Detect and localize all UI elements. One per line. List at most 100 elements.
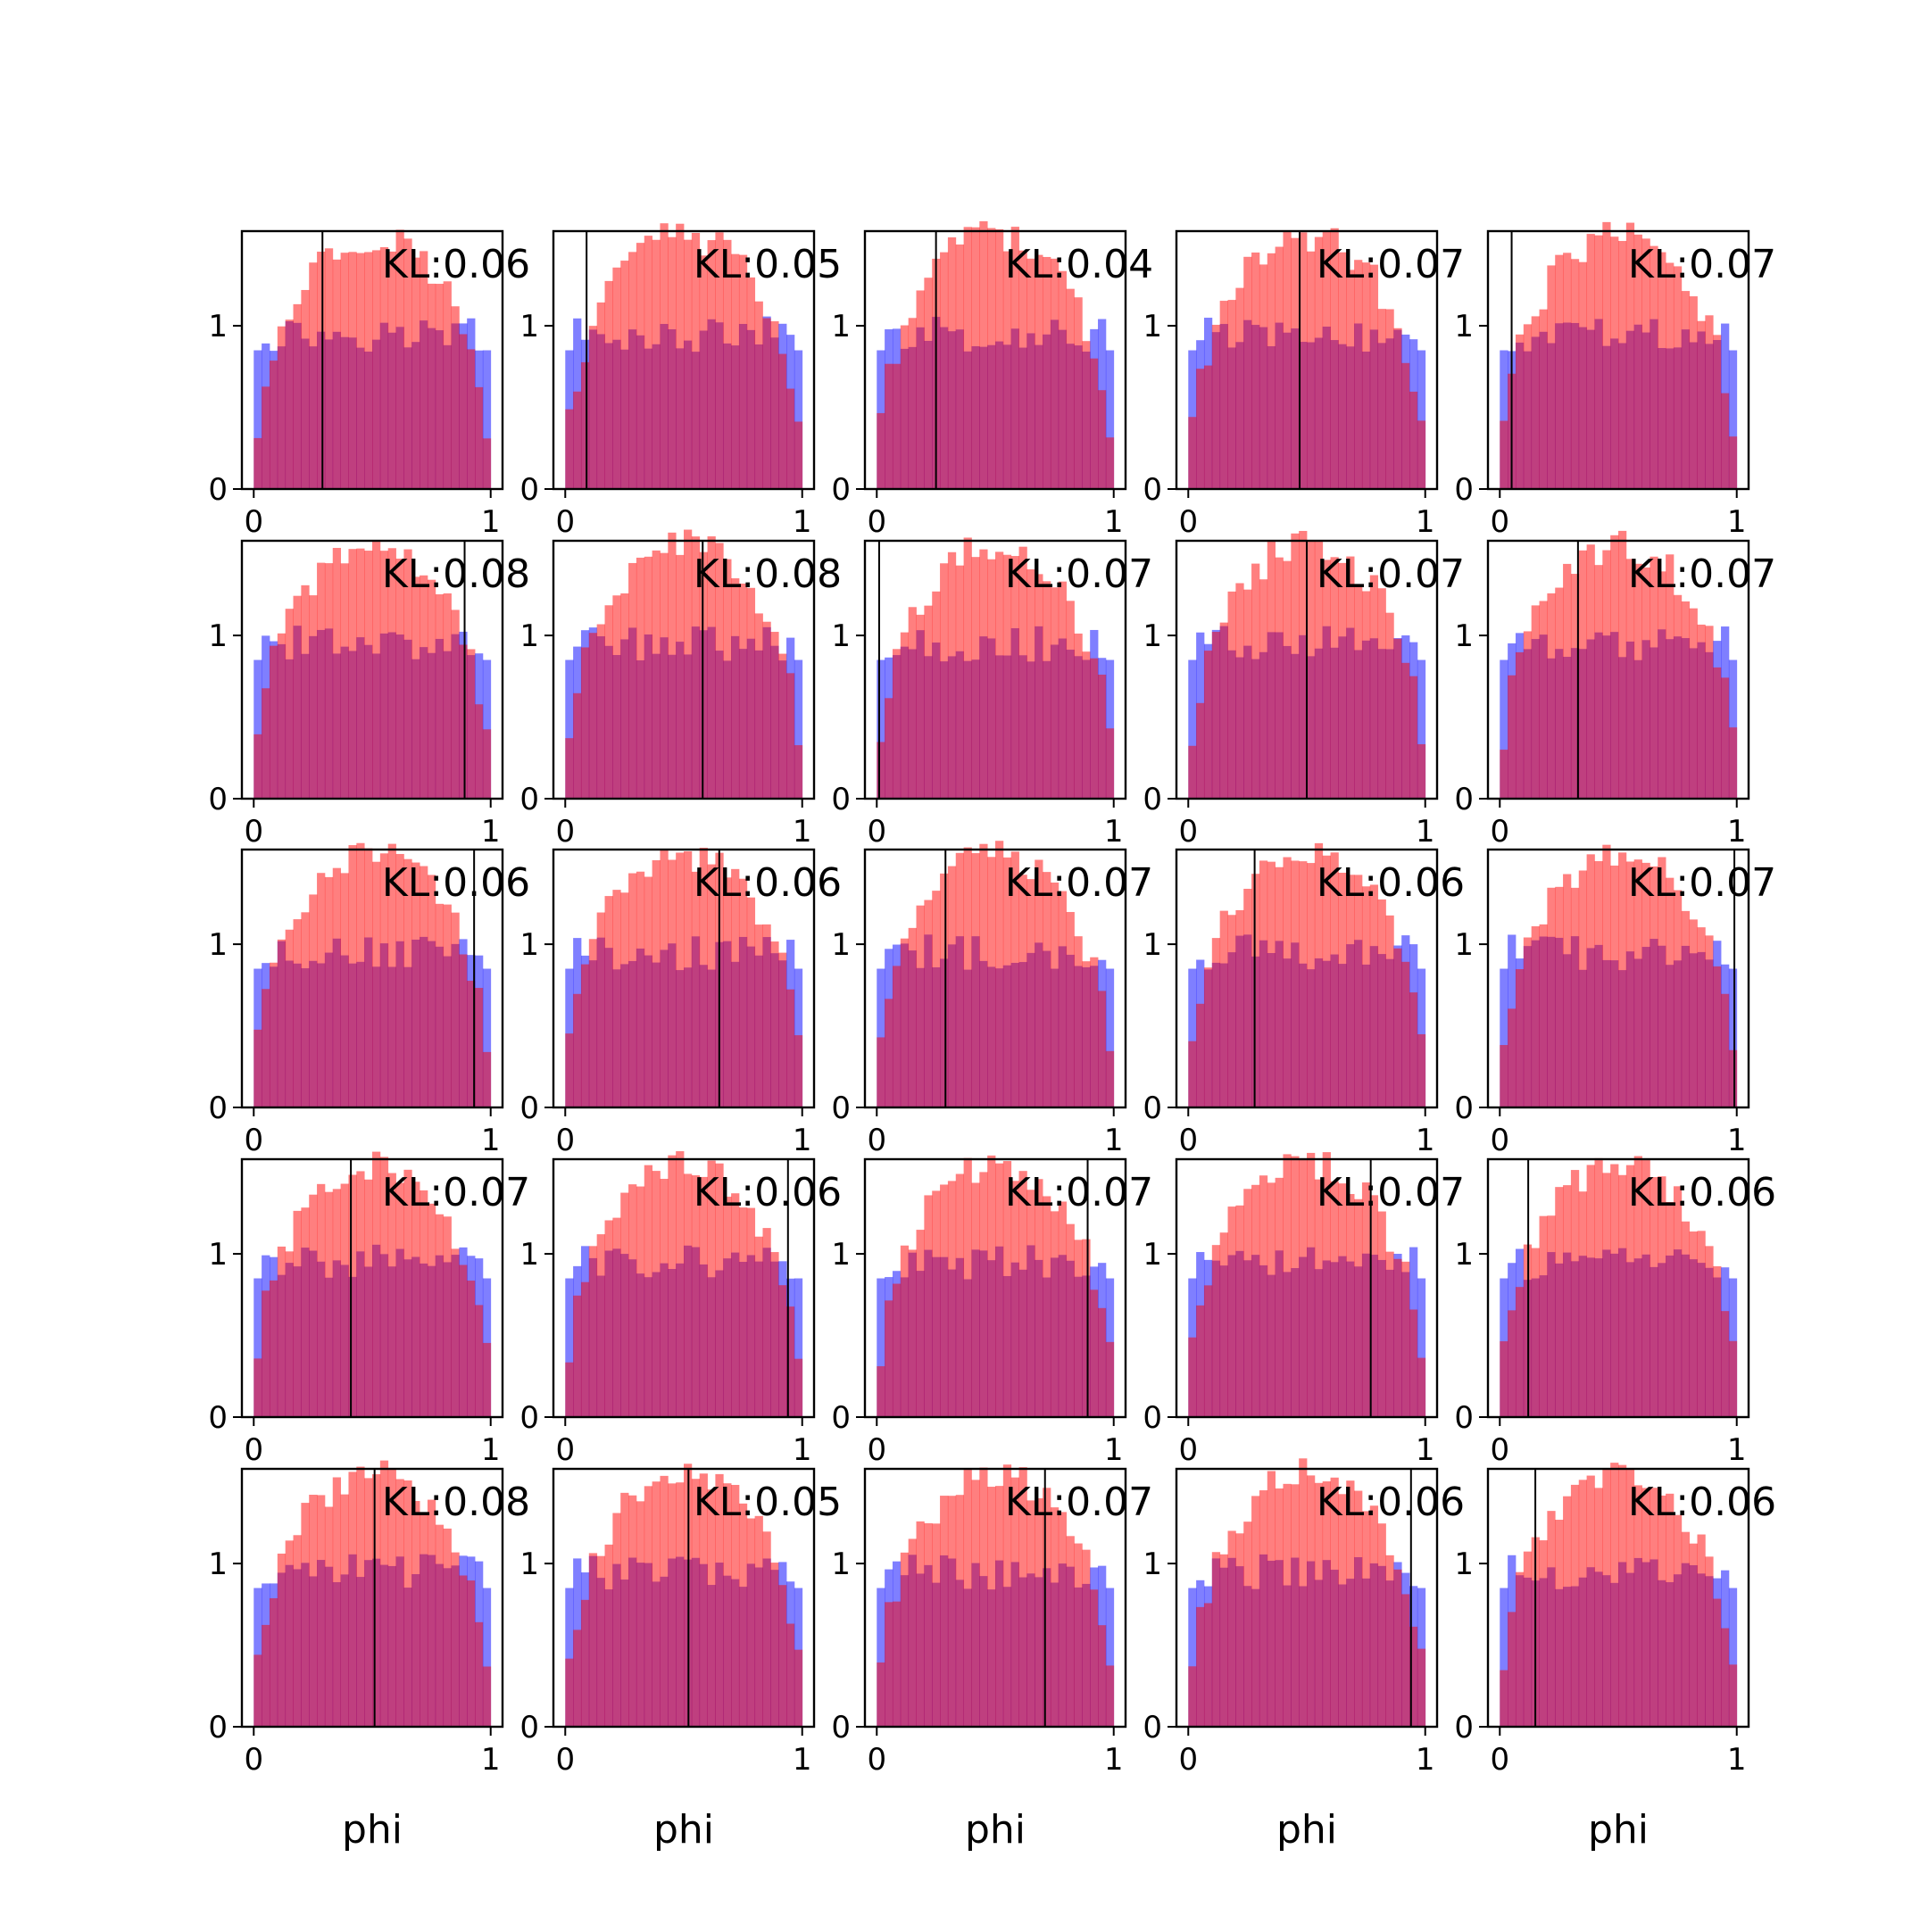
red-bar [955, 1495, 965, 1727]
red-bar [1515, 334, 1525, 489]
red-bar [1035, 1179, 1043, 1417]
red-bar [628, 252, 637, 489]
x-tick-label: 1 [1727, 814, 1747, 850]
red-bar [892, 1601, 902, 1727]
kl-label: KL:0.07 [1005, 1480, 1153, 1525]
red-bar [1361, 591, 1371, 799]
x-tick-label: 0 [555, 1432, 575, 1468]
red-bar [482, 1051, 492, 1107]
y-tick-label: 0 [831, 1710, 851, 1745]
red-bar [1227, 915, 1236, 1107]
red-bar [348, 1174, 357, 1417]
red-bar [1393, 1569, 1402, 1727]
red-bar [1578, 261, 1588, 489]
red-bar [1578, 1480, 1588, 1727]
subplot-18: KL:0.07 0 1 0 1 [831, 1155, 1153, 1468]
red-bar [1035, 1497, 1043, 1727]
red-bar [1259, 1175, 1268, 1417]
red-bar [644, 556, 653, 799]
red-bar [573, 391, 582, 489]
red-bar [580, 361, 590, 489]
axes-frame [1175, 848, 1439, 1109]
red-bar [443, 281, 452, 489]
subplot-12: KL:0.06 0 1 0 1 [519, 847, 842, 1158]
red-bar [475, 704, 484, 799]
red-bar [1314, 842, 1324, 1107]
red-bar [1275, 557, 1284, 799]
y-tick-label: 1 [831, 618, 851, 654]
red-bar [482, 1666, 492, 1727]
red-bar [1697, 1534, 1706, 1727]
red-bar [1035, 859, 1043, 1107]
red-bar [963, 847, 972, 1107]
red-bar [332, 259, 342, 489]
y-tick-label: 1 [208, 927, 228, 963]
red-bar [1515, 1287, 1525, 1417]
red-bar [277, 326, 287, 489]
red-bar [995, 1163, 1004, 1417]
red-bar [1610, 236, 1619, 489]
red-bar [277, 1553, 287, 1727]
red-bar [1681, 910, 1691, 1107]
red-bar [908, 1249, 917, 1417]
subplot-6: KL:0.08 0 1 0 1 [208, 539, 530, 850]
x-tick-label: 1 [481, 1742, 501, 1778]
y-tick-label: 1 [831, 309, 851, 344]
red-bar [1275, 866, 1284, 1107]
red-bar [1098, 1625, 1107, 1727]
x-tick-label: 1 [793, 1432, 812, 1468]
red-bar [746, 277, 756, 489]
y-tick-label: 0 [519, 1090, 539, 1126]
red-bar [403, 1169, 412, 1417]
x-tick-label: 0 [1178, 814, 1198, 850]
red-bar [1618, 1464, 1627, 1727]
blue-bar [877, 659, 885, 799]
subplot-16: KL:0.07 0 1 0 1 [208, 1151, 530, 1468]
red-bar [1586, 854, 1595, 1107]
blue-bar [877, 1588, 885, 1727]
red-bar [1401, 961, 1410, 1107]
red-bar [301, 912, 310, 1107]
red-bar [604, 605, 613, 799]
red-bar [620, 892, 629, 1107]
blue-bar [1500, 1588, 1508, 1727]
red-bar [1570, 574, 1580, 799]
red-bar [1523, 324, 1533, 489]
red-bar [475, 1305, 484, 1417]
red-bar [1401, 1261, 1410, 1417]
x-tick-label: 1 [1416, 1742, 1435, 1778]
kl-label: KL:0.07 [1005, 1170, 1153, 1215]
red-bar [691, 232, 701, 489]
red-bar [1314, 540, 1324, 799]
red-bar [1066, 601, 1075, 799]
axes-frame [240, 1157, 504, 1419]
blue-bar [877, 1278, 885, 1417]
red-bar [1291, 237, 1300, 489]
red-bar [285, 1251, 294, 1417]
red-bar [1010, 556, 1019, 799]
red-bar [778, 1585, 787, 1727]
red-bar [1531, 605, 1540, 799]
red-bar [269, 1598, 278, 1727]
red-bar [340, 1494, 349, 1727]
red-bar [1650, 866, 1658, 1107]
kl-label: KL:0.06 [382, 860, 530, 906]
red-bar [1586, 544, 1595, 799]
red-bar [1196, 1003, 1205, 1107]
red-bar [1705, 315, 1714, 489]
red-bar [1058, 270, 1068, 489]
red-bar [963, 1157, 972, 1417]
red-bar [908, 318, 917, 489]
red-bar [262, 989, 270, 1107]
red-bar [612, 1217, 621, 1417]
blue-bar [794, 1278, 803, 1417]
red-bar [1377, 1211, 1386, 1417]
red-bar [1026, 568, 1035, 799]
red-bar [778, 952, 787, 1107]
red-bar [762, 1228, 771, 1417]
red-bar [1074, 936, 1083, 1107]
red-bar [1602, 1173, 1611, 1417]
red-bar [628, 1184, 637, 1417]
red-bar [1066, 288, 1075, 489]
